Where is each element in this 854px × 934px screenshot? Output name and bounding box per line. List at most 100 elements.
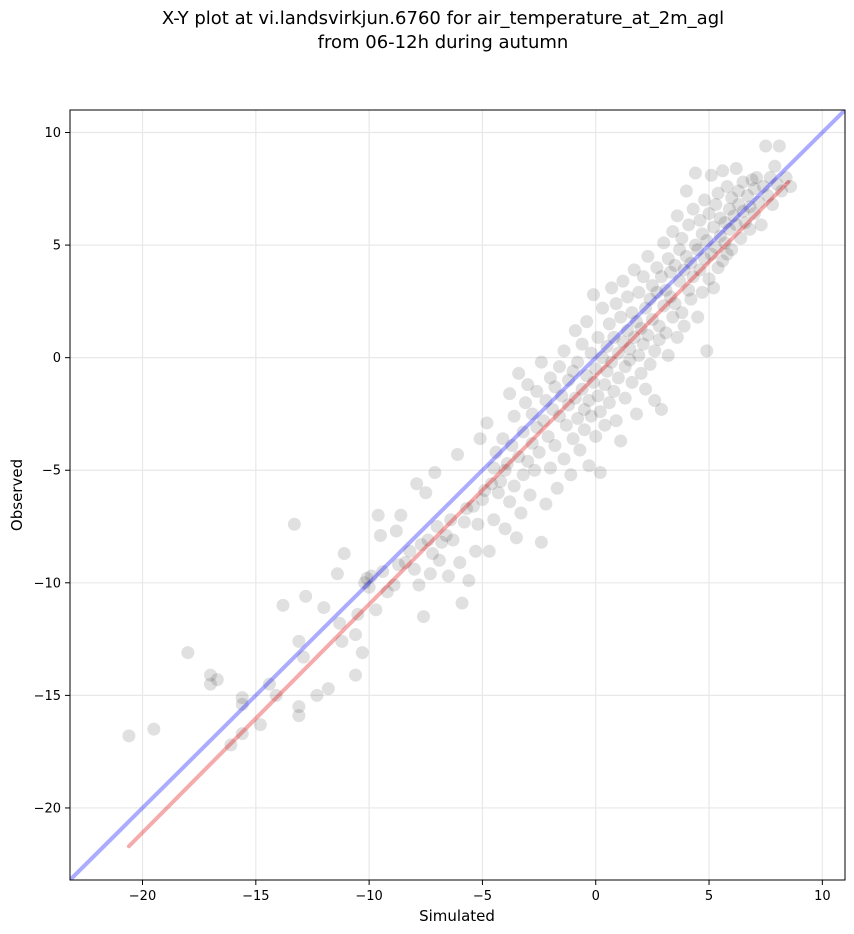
data-point [557,344,571,358]
data-point [333,616,347,630]
data-point [641,249,655,263]
data-point [657,299,671,313]
data-point [630,407,644,421]
data-point [546,402,560,416]
data-point [763,171,777,185]
plot-frame [69,109,846,881]
data-point [666,225,680,239]
data-point [632,348,646,362]
data-point [509,531,523,545]
data-point [668,297,682,311]
data-point [534,355,548,369]
grid-lines [70,110,845,880]
data-point [571,411,585,425]
data-point [432,553,446,567]
data-point [686,202,700,216]
data-point [269,688,283,702]
data-point [720,247,734,261]
data-point [722,202,736,216]
data-point [210,673,224,687]
data-point [636,337,650,351]
data-point [362,580,376,594]
data-point [677,263,691,277]
data-point [235,727,249,741]
data-point [648,393,662,407]
data-point [469,544,483,558]
data-point [550,481,564,495]
data-point [573,443,587,457]
data-point [738,216,752,230]
data-point [686,270,700,284]
data-point [482,544,496,558]
data-point [684,256,698,270]
data-point [759,139,773,153]
data-point [725,243,739,257]
data-point [360,571,374,585]
data-point [398,556,412,570]
data-point [421,533,435,547]
data-point [521,378,535,392]
data-point [754,218,768,232]
data-point [704,168,718,182]
data-point [620,290,634,304]
data-point [475,493,489,507]
data-point [643,357,657,371]
data-point [607,384,621,398]
data-point [650,285,664,299]
data-point [707,281,721,295]
data-point [716,254,730,268]
data-point [693,213,707,227]
chart-title-line-1: X-Y plot at vi.landsvirkjun.6760 for air… [162,8,724,29]
data-point [235,697,249,711]
identity-line [70,110,845,880]
data-point [403,544,417,558]
data-point [600,339,614,353]
data-point [641,328,655,342]
data-point [543,371,557,385]
data-point [426,547,440,561]
x-axis: −20 −15 −10 −5 0 5 10 [129,880,831,904]
data-point [673,274,687,288]
data-point [253,718,267,732]
data-point [457,515,471,529]
data-point [630,315,644,329]
data-point [566,364,580,378]
x-tick-label: −10 [355,889,382,904]
data-point [586,375,600,389]
data-point [643,292,657,306]
data-point [691,310,705,324]
data-point [507,479,521,493]
data-point [376,565,390,579]
data-point [652,333,666,347]
x-tick-label: −15 [242,889,269,904]
data-point [518,396,532,410]
data-point [580,369,594,383]
data-point [557,452,571,466]
data-point [487,461,501,475]
data-point [713,229,727,243]
data-point [503,495,517,509]
data-point [648,344,662,358]
data-point [652,319,666,333]
data-point [591,330,605,344]
data-point [659,326,673,340]
data-point [498,522,512,536]
data-point [623,353,637,367]
data-point [639,301,653,315]
data-point [634,321,648,335]
data-point [702,207,716,221]
data-point [664,290,678,304]
data-point [768,159,782,173]
data-point [589,429,603,443]
data-point [512,366,526,380]
data-point [682,283,696,297]
data-point [235,691,249,705]
data-point [410,477,424,491]
data-point [532,445,546,459]
y-tick-label: 0 [53,351,61,366]
data-point [713,211,727,225]
data-point [555,389,569,403]
data-point [659,283,673,297]
data-point [645,312,659,326]
data-point [500,456,514,470]
